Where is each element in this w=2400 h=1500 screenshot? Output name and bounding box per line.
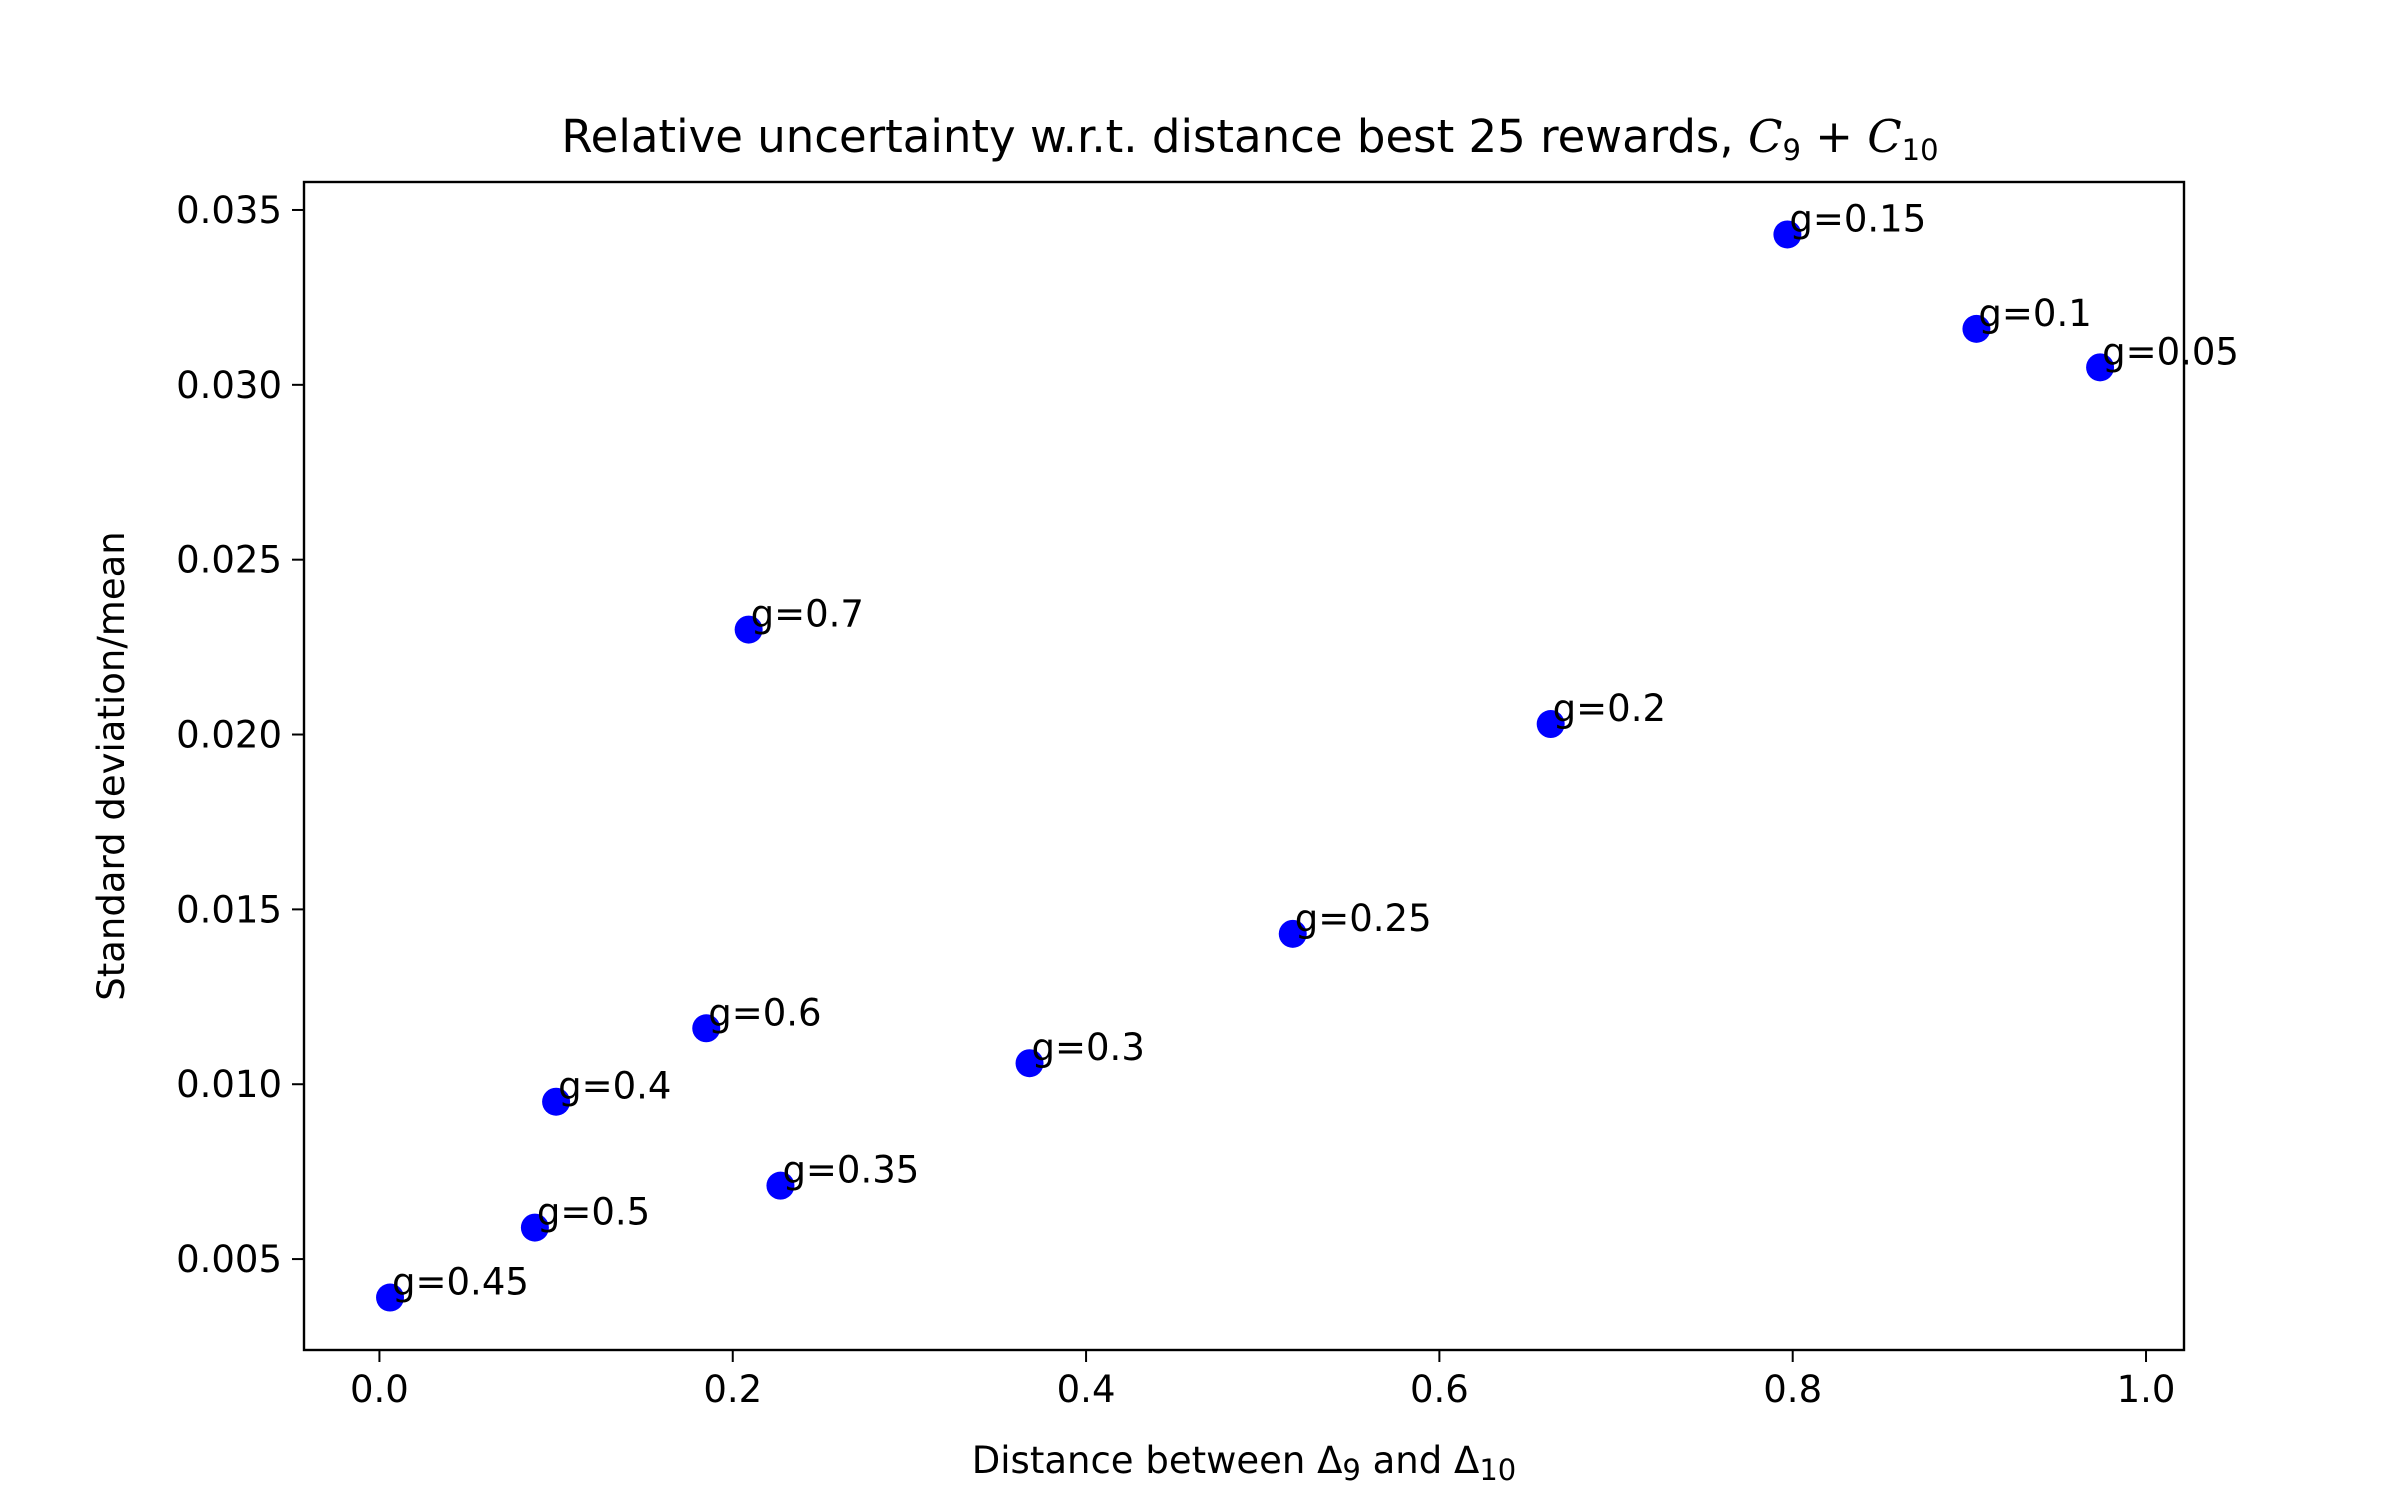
x-axis-ticks: 0.0 0.2 0.4 0.6 0.8 1.0 xyxy=(350,1350,2175,1411)
xlabel-d10-symbol: Δ xyxy=(1454,1439,1479,1482)
x-tick-label: 0.2 xyxy=(703,1368,762,1411)
x-tick-label: 0.6 xyxy=(1410,1368,1469,1411)
point-label: g=0.4 xyxy=(558,1065,671,1108)
data-point xyxy=(542,1087,571,1116)
x-axis-label: Distance between Δ9 and Δ10 xyxy=(972,1439,1516,1487)
point-label: g=0.35 xyxy=(782,1149,919,1192)
data-point xyxy=(1536,710,1565,739)
data-point xyxy=(376,1283,405,1312)
data-point xyxy=(692,1014,721,1043)
y-axis-ticks: 0.005 0.010 0.015 0.020 0.025 0.030 0.035 xyxy=(176,189,304,1281)
data-point xyxy=(1773,220,1802,249)
title-prefix: Relative uncertainty w.r.t. distance bes… xyxy=(561,110,1748,163)
data-point xyxy=(734,615,763,644)
data-point xyxy=(520,1213,549,1242)
y-tick-label: 0.020 xyxy=(176,714,282,757)
y-tick-label: 0.010 xyxy=(176,1063,282,1106)
xlabel-d9-symbol: Δ xyxy=(1317,1439,1342,1482)
point-label: g=0.3 xyxy=(1032,1026,1145,1069)
point-label: g=0.2 xyxy=(1553,687,1666,730)
plot-frame xyxy=(302,180,2186,1352)
title-c10-sub: 10 xyxy=(1902,133,1939,167)
xlabel-d9-sub: 9 xyxy=(1342,1453,1360,1487)
data-point xyxy=(1278,919,1307,948)
data-point xyxy=(2086,353,2115,382)
x-tick-label: 1.0 xyxy=(2117,1368,2176,1411)
x-tick-label: 0.4 xyxy=(1057,1368,1116,1411)
title-c9-sub: 9 xyxy=(1782,133,1800,167)
chart-title: Relative uncertainty w.r.t. distance bes… xyxy=(561,110,1938,167)
data-point xyxy=(766,1171,795,1200)
point-label: g=0.45 xyxy=(392,1261,529,1304)
y-tick-label: 0.030 xyxy=(176,364,282,407)
data-point xyxy=(1962,314,1991,343)
y-axis-label: Standard deviation/mean xyxy=(90,531,133,1000)
y-tick-label: 0.025 xyxy=(176,539,282,582)
title-plus: + xyxy=(1801,110,1867,163)
point-label: g=0.1 xyxy=(1978,292,2091,335)
y-tick-label: 0.035 xyxy=(176,189,282,232)
point-label: g=0.15 xyxy=(1789,197,1926,240)
data-points: g=0.05 g=0.1 g=0.15 g=0.2 g=0.25 g=0.3 g=0.35 g… xyxy=(376,197,2239,1312)
point-label: g=0.6 xyxy=(708,991,821,1034)
title-c9-symbol: C xyxy=(1748,110,1782,163)
point-label: g=0.5 xyxy=(537,1191,650,1234)
data-point xyxy=(1015,1049,1044,1078)
point-label: g=0.25 xyxy=(1295,897,1432,940)
title-c10-symbol: C xyxy=(1867,110,1901,163)
xlabel-middle: and xyxy=(1361,1439,1454,1482)
point-label: g=0.7 xyxy=(751,593,864,636)
xlabel-d10-sub: 10 xyxy=(1479,1453,1516,1487)
xlabel-prefix: Distance between xyxy=(972,1439,1317,1482)
x-tick-label: 0.8 xyxy=(1763,1368,1822,1411)
y-tick-label: 0.005 xyxy=(176,1238,282,1281)
x-tick-label: 0.0 xyxy=(350,1368,409,1411)
y-tick-label: 0.015 xyxy=(176,888,282,931)
point-label: g=0.05 xyxy=(2102,330,2239,373)
